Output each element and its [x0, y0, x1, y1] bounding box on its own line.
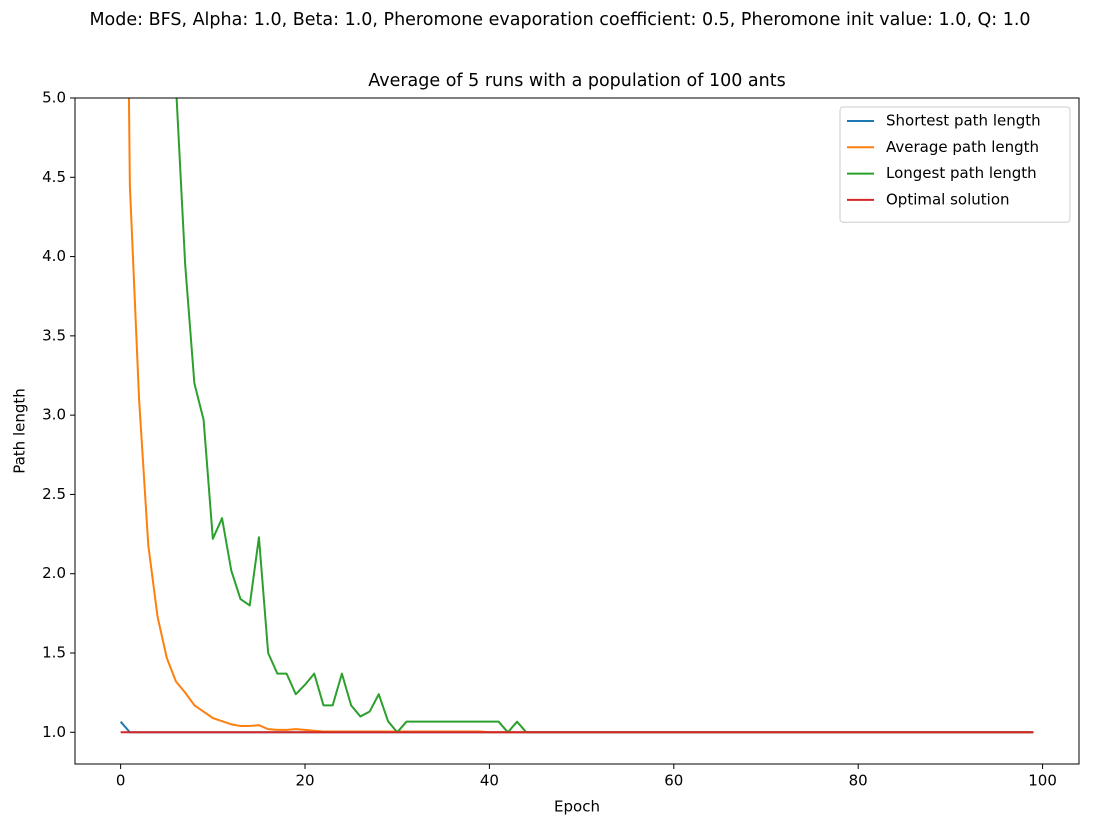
y-tick-label: 4.0 [42, 247, 66, 265]
x-tick-label: 80 [849, 772, 868, 790]
y-tick-label: 1.0 [42, 723, 66, 741]
y-tick-label: 2.5 [42, 485, 66, 503]
chart-title: Average of 5 runs with a population of 1… [368, 71, 785, 91]
x-tick-label: 0 [116, 772, 126, 790]
legend-label: Shortest path length [886, 112, 1041, 130]
axes-frame [74, 97, 1080, 765]
x-tick-label: 60 [664, 772, 683, 790]
suptitle: Mode: BFS, Alpha: 1.0, Beta: 1.0, Pherom… [89, 10, 1030, 30]
y-tick-label: 4.5 [42, 168, 66, 186]
x-tick-label: 20 [295, 772, 314, 790]
y-tick-label: 3.5 [42, 326, 66, 344]
y-tick-label: 2.0 [42, 564, 66, 582]
plot-area [119, 98, 1034, 734]
y-axis-label: Path length [11, 388, 29, 474]
y-tick-label: 5.0 [42, 89, 66, 107]
legend-label: Optimal solution [886, 190, 1010, 208]
x-tick-label: 40 [480, 772, 499, 790]
y-tick-label: 1.5 [42, 644, 66, 662]
x-axis-label: Epoch [554, 798, 600, 816]
y-tick-label: 3.0 [42, 406, 66, 424]
series-line [119, 721, 1034, 734]
legend-label: Average path length [886, 138, 1039, 156]
x-tick-label: 100 [1028, 772, 1057, 790]
legend-box [839, 106, 1071, 223]
legend-label: Longest path length [886, 164, 1037, 182]
